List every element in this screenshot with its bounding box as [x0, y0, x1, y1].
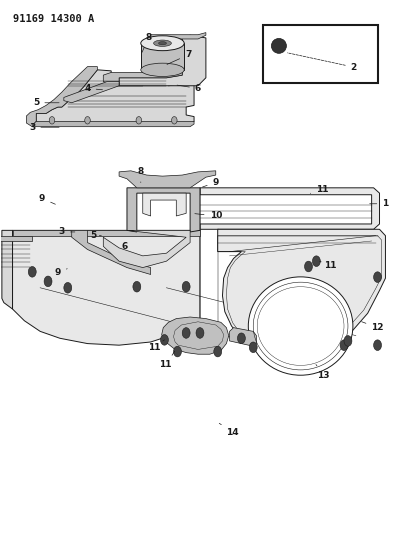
- Polygon shape: [230, 328, 256, 346]
- Circle shape: [196, 328, 204, 338]
- Polygon shape: [13, 230, 200, 236]
- Ellipse shape: [141, 63, 184, 76]
- Circle shape: [249, 342, 257, 353]
- Circle shape: [136, 117, 142, 124]
- Text: 9: 9: [39, 194, 55, 204]
- Text: 10: 10: [195, 212, 222, 221]
- Text: 5: 5: [33, 98, 59, 107]
- Circle shape: [238, 333, 246, 344]
- Text: 11: 11: [310, 185, 329, 194]
- Circle shape: [133, 281, 141, 292]
- Text: 11: 11: [160, 351, 175, 369]
- Polygon shape: [119, 171, 216, 188]
- Circle shape: [373, 272, 381, 282]
- Circle shape: [214, 346, 222, 357]
- Bar: [263, 25, 377, 83]
- Text: 4: 4: [84, 84, 103, 93]
- Text: 14: 14: [219, 423, 239, 437]
- Ellipse shape: [248, 277, 353, 375]
- Text: 12: 12: [362, 322, 384, 332]
- Polygon shape: [72, 230, 150, 274]
- Circle shape: [182, 281, 190, 292]
- Text: 9: 9: [203, 178, 219, 187]
- Polygon shape: [27, 67, 97, 127]
- Circle shape: [173, 346, 181, 357]
- Polygon shape: [2, 230, 13, 309]
- Polygon shape: [150, 33, 206, 39]
- Polygon shape: [200, 188, 379, 229]
- Circle shape: [160, 335, 168, 345]
- Ellipse shape: [271, 38, 286, 53]
- Polygon shape: [13, 230, 200, 345]
- Polygon shape: [36, 68, 194, 124]
- Text: 91169 14300 A: 91169 14300 A: [13, 14, 94, 24]
- Text: 8: 8: [138, 167, 144, 182]
- Polygon shape: [119, 35, 206, 86]
- Text: 2: 2: [287, 53, 357, 71]
- Text: 6: 6: [122, 242, 128, 251]
- Text: 3: 3: [59, 228, 75, 237]
- Circle shape: [85, 117, 90, 124]
- Text: 3: 3: [29, 123, 59, 132]
- Text: 9: 9: [55, 269, 67, 277]
- Text: 5: 5: [90, 231, 101, 240]
- Polygon shape: [32, 122, 194, 127]
- Ellipse shape: [158, 42, 166, 45]
- Text: 11: 11: [148, 340, 164, 352]
- Text: 8: 8: [142, 34, 152, 52]
- Polygon shape: [143, 193, 186, 216]
- Polygon shape: [0, 236, 32, 241]
- Circle shape: [305, 261, 312, 272]
- Circle shape: [49, 117, 55, 124]
- Circle shape: [312, 256, 320, 266]
- Circle shape: [29, 266, 36, 277]
- Polygon shape: [103, 35, 182, 86]
- Polygon shape: [64, 82, 119, 103]
- Text: 6: 6: [177, 84, 201, 93]
- Text: 1: 1: [370, 199, 388, 208]
- Circle shape: [182, 328, 190, 338]
- Circle shape: [64, 282, 72, 293]
- Circle shape: [344, 336, 352, 346]
- Text: 7: 7: [167, 51, 191, 64]
- Ellipse shape: [141, 36, 184, 51]
- Text: 11: 11: [320, 261, 337, 270]
- Polygon shape: [127, 188, 200, 232]
- Bar: [141, 43, 184, 70]
- Circle shape: [373, 340, 381, 351]
- Circle shape: [44, 276, 52, 287]
- Circle shape: [171, 117, 177, 124]
- Text: 13: 13: [316, 365, 330, 380]
- Polygon shape: [218, 229, 385, 354]
- Ellipse shape: [154, 40, 171, 46]
- Polygon shape: [162, 317, 229, 354]
- Circle shape: [340, 340, 348, 351]
- Polygon shape: [103, 230, 190, 268]
